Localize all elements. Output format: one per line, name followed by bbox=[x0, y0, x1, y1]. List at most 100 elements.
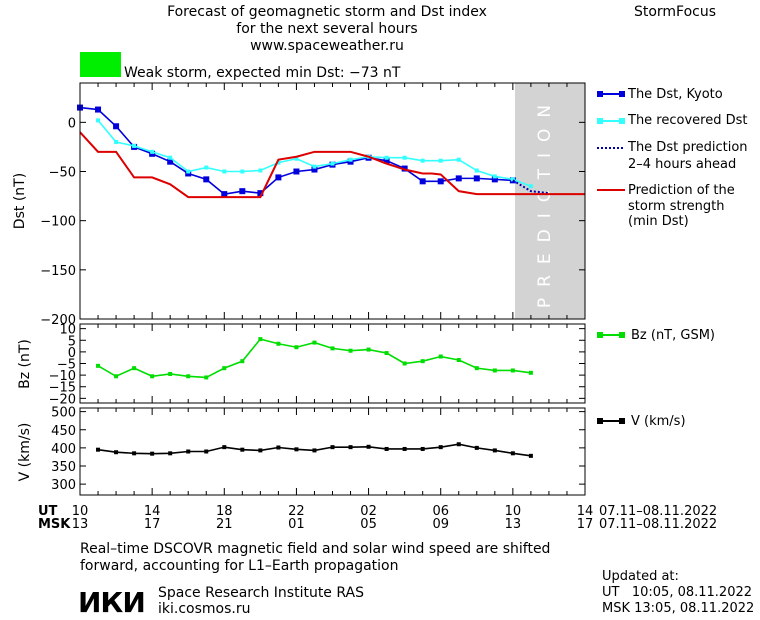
data-point-recovered bbox=[240, 169, 245, 174]
data-point-bz bbox=[456, 358, 461, 363]
data-point-recovered bbox=[132, 143, 137, 148]
data-point-recovered bbox=[474, 168, 479, 173]
data-point-recovered bbox=[384, 155, 389, 160]
data-point-recovered bbox=[186, 169, 191, 174]
speed-axis-label: V (km/s) bbox=[17, 423, 33, 482]
legend-label-strength-2: storm strength bbox=[628, 199, 725, 214]
data-point-bz bbox=[240, 359, 245, 364]
legend-item-kyoto: The Dst, Kyoto bbox=[597, 87, 723, 102]
data-point-recovered bbox=[276, 160, 281, 165]
data-point-speed bbox=[402, 446, 407, 451]
ut-date-range: 07.11–08.11.2022 bbox=[599, 504, 717, 519]
data-point-kyoto bbox=[257, 190, 264, 197]
data-point-speed bbox=[492, 448, 497, 453]
ut-tick-label: 06 bbox=[432, 504, 449, 519]
legend-marker-bz bbox=[619, 332, 625, 338]
data-point-kyoto bbox=[491, 176, 498, 183]
legend-item-speed: V (km/s) bbox=[597, 414, 686, 429]
data-point-kyoto bbox=[293, 168, 300, 175]
legend-label-kyoto: The Dst, Kyoto bbox=[627, 87, 723, 102]
bz-ytick-label: 5 bbox=[68, 334, 76, 349]
data-point-recovered bbox=[492, 174, 497, 179]
ut-tick-label: 10 bbox=[72, 504, 89, 519]
dst-ytick-label: −150 bbox=[40, 264, 76, 279]
data-point-bz bbox=[114, 374, 119, 379]
speed-ytick-label: 300 bbox=[51, 478, 76, 493]
storm-color-swatch bbox=[80, 52, 121, 77]
iki-logo: ИКИ bbox=[78, 586, 145, 619]
data-point-recovered bbox=[528, 184, 533, 189]
data-point-speed bbox=[150, 451, 155, 456]
data-point-speed bbox=[384, 446, 389, 451]
data-point-kyoto bbox=[221, 191, 228, 198]
data-point-bz bbox=[222, 366, 227, 371]
bz-plot-area bbox=[96, 337, 533, 380]
data-point-bz bbox=[258, 337, 263, 342]
bz-ytick-label: 10 bbox=[59, 323, 76, 338]
footer-note-line1: Real–time DSCOVR magnetic field and sola… bbox=[80, 541, 550, 557]
data-point-speed bbox=[510, 451, 515, 456]
data-point-speed bbox=[186, 449, 191, 454]
data-point-recovered bbox=[438, 158, 443, 163]
data-point-speed bbox=[294, 447, 299, 452]
data-point-speed bbox=[276, 445, 281, 450]
data-point-speed bbox=[366, 444, 371, 449]
data-point-speed bbox=[474, 445, 479, 450]
data-point-kyoto bbox=[113, 123, 120, 130]
bz-ytick-label: −5 bbox=[57, 358, 76, 373]
data-point-speed bbox=[258, 448, 263, 453]
data-point-bz bbox=[96, 363, 101, 368]
msk-tick-label: 09 bbox=[432, 517, 449, 532]
time-axis: UT MSK 07.11–08.11.2022 07.11–08.11.2022… bbox=[38, 504, 717, 532]
legend-label-strength-1: Prediction of the bbox=[628, 183, 735, 198]
legend-label-prediction-2: 2–4 hours ahead bbox=[628, 157, 736, 172]
chart-title-line1: Forecast of geomagnetic storm and Dst in… bbox=[167, 4, 487, 20]
legend-item-bz: Bz (nT, GSM) bbox=[597, 328, 715, 343]
msk-tick-label: 21 bbox=[216, 517, 233, 532]
data-point-speed bbox=[96, 447, 101, 452]
data-point-speed bbox=[132, 451, 137, 456]
data-point-kyoto bbox=[437, 178, 444, 185]
data-point-bz bbox=[294, 345, 299, 350]
data-point-bz bbox=[132, 366, 137, 371]
data-point-speed bbox=[420, 446, 425, 451]
series-line-strength bbox=[79, 131, 585, 199]
ut-tick-label: 10 bbox=[505, 504, 522, 519]
msk-date-range: 07.11–08.11.2022 bbox=[599, 517, 717, 532]
institute-name: Space Research Institute RAS bbox=[158, 585, 364, 601]
legend-label-bz: Bz (nT, GSM) bbox=[631, 328, 715, 343]
source-url: www.spaceweather.ru bbox=[250, 38, 404, 54]
data-point-bz bbox=[348, 348, 353, 353]
speed-ytick-label: 400 bbox=[51, 442, 76, 457]
dst-ytick-label: 0 bbox=[68, 116, 76, 131]
msk-tick-label: 13 bbox=[72, 517, 89, 532]
speed-panel: 500 450 400 350 300 V (km/s) bbox=[17, 406, 586, 496]
legend-marker-speed bbox=[619, 418, 625, 424]
data-point-bz bbox=[150, 374, 155, 379]
data-point-recovered bbox=[204, 165, 209, 170]
legend: The Dst, Kyoto The recovered Dst The Dst… bbox=[597, 87, 748, 429]
dst-ytick-label: −50 bbox=[49, 166, 76, 181]
data-point-kyoto bbox=[239, 188, 246, 195]
series-line-bz bbox=[97, 338, 531, 379]
data-point-speed bbox=[528, 453, 533, 458]
dst-ytick-label: −200 bbox=[40, 313, 76, 328]
data-point-bz bbox=[492, 368, 497, 373]
data-point-bz bbox=[204, 375, 209, 380]
ut-tick-label: 22 bbox=[288, 504, 305, 519]
bz-axis-label: Bz (nT) bbox=[17, 339, 33, 389]
msk-tick-label: 13 bbox=[505, 517, 522, 532]
ut-tick-label: 14 bbox=[577, 504, 594, 519]
msk-tick-label: 17 bbox=[577, 517, 594, 532]
data-point-speed bbox=[204, 449, 209, 454]
data-point-kyoto bbox=[455, 175, 462, 182]
data-point-bz bbox=[528, 370, 533, 375]
data-point-speed bbox=[438, 445, 443, 450]
data-point-speed bbox=[456, 442, 461, 447]
legend-marker-recovered bbox=[619, 118, 625, 124]
legend-item-prediction: The Dst prediction 2–4 hours ahead bbox=[597, 140, 748, 172]
data-point-bz bbox=[168, 371, 173, 376]
